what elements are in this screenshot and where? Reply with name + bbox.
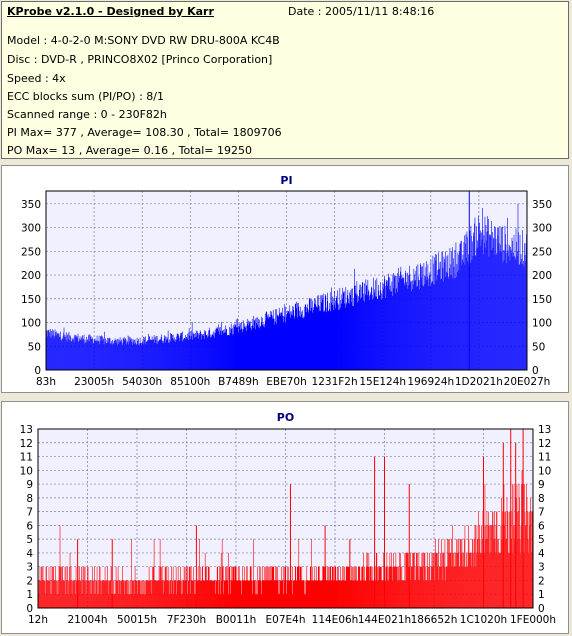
x-tick-label: 21004h	[67, 614, 107, 626]
y-tick-label-right: 0	[538, 603, 545, 615]
pi-summary-line: PI Max= 377 , Average= 108.30 , Total= 1…	[7, 126, 282, 139]
x-tick-label: 1FE000h	[510, 614, 556, 626]
y-tick-label-right: 3	[538, 562, 545, 574]
y-tick-label-left: 100	[21, 318, 41, 330]
x-tick-label: 54030h	[122, 376, 162, 388]
x-tick-label: 83h	[36, 376, 56, 388]
y-tick-label-left: 5	[26, 534, 33, 546]
x-tick-label: 50015h	[117, 614, 157, 626]
y-tick-label-right: 13	[538, 424, 551, 436]
y-tick-label-right: 1	[538, 589, 545, 601]
y-tick-label-left: 250	[21, 246, 41, 258]
y-tick-label-left: 13	[20, 424, 33, 436]
chart-title: PO	[277, 411, 294, 424]
y-tick-label-left: 300	[21, 223, 41, 235]
chart-title: PI	[280, 174, 292, 187]
po-summary-line: PO Max= 13 , Average= 0.16 , Total= 1925…	[7, 144, 252, 157]
disc-line: Disc : DVD-R , PRINCO8X02 [Princo Corpor…	[7, 53, 273, 66]
y-tick-label-right: 350	[532, 199, 552, 211]
y-tick-label-left: 6	[26, 520, 33, 532]
y-tick-label-left: 7	[26, 507, 33, 519]
y-tick-label-left: 8	[26, 493, 33, 505]
app-title: KProbe v2.1.0 - Designed by Karr	[7, 5, 214, 18]
x-tick-label: 1231F2h	[312, 376, 358, 388]
y-tick-label-left: 11	[20, 452, 33, 464]
pi-chart-panel: PI 0 0 50 50 100 100 150 150 200 200 250 250 300 300 35…	[1, 165, 569, 393]
x-tick-label: 1C1020h	[460, 614, 507, 626]
y-tick-label-left: 50	[28, 341, 41, 353]
y-tick-label-left: 1	[26, 589, 33, 601]
x-tick-label: 7F230h	[167, 614, 206, 626]
y-tick-label-right: 300	[532, 223, 552, 235]
y-tick-label-right: 50	[532, 341, 545, 353]
speed-line: Speed : 4x	[7, 72, 66, 85]
plot-frame	[37, 428, 534, 609]
y-tick-label-right: 6	[538, 520, 545, 532]
disc-info-panel: KProbe v2.1.0 - Designed by Karr Date : …	[1, 1, 569, 159]
x-tick-label: 23005h	[74, 376, 114, 388]
y-tick-label-left: 12	[20, 438, 33, 450]
x-tick-label: E07E4h	[266, 614, 306, 626]
x-tick-label: 15E124h	[359, 376, 406, 388]
y-tick-label-right: 10	[538, 465, 551, 477]
x-tick-label: 20E027h	[504, 376, 551, 388]
data-bars	[37, 429, 534, 608]
pi-chart: PI 0 0 50 50 100 100 150 150 200 200 250 250 300 300 35…	[21, 174, 552, 388]
x-tick-label: 85100h	[170, 376, 210, 388]
y-tick-label-left: 0	[34, 365, 41, 377]
y-tick-label-right: 250	[532, 246, 552, 258]
y-tick-label-left: 2	[26, 575, 33, 587]
y-tick-label-right: 0	[532, 365, 539, 377]
y-tick-label-left: 0	[26, 603, 33, 615]
data-bars	[45, 191, 528, 370]
x-tick-label: EBE70h	[266, 376, 307, 388]
y-tick-label-right: 4	[538, 548, 545, 560]
y-tick-label-right: 150	[532, 294, 552, 306]
y-tick-label-right: 7	[538, 507, 545, 519]
y-tick-label-right: 12	[538, 438, 551, 450]
x-tick-label: B0011h	[216, 614, 257, 626]
ecc-line: ECC blocks sum (PI/PO) : 8/1	[7, 90, 164, 103]
plot-frame	[45, 190, 528, 371]
x-tick-label: 12h	[28, 614, 48, 626]
y-tick-label-right: 5	[538, 534, 545, 546]
range-line: Scanned range : 0 - 230F82h	[7, 108, 167, 121]
po-chart-panel: PO 0 0 1 1 2 2 3 3 4 4 5 5 6 6 7 7 8 8 9 9 10 10 11 11 12 12 13 13 12…	[1, 401, 569, 634]
x-tick-label: B7489h	[218, 376, 259, 388]
x-tick-label: 144E021h	[358, 614, 411, 626]
x-tick-label: 186652h	[411, 614, 458, 626]
y-tick-label-left: 150	[21, 294, 41, 306]
y-tick-label-left: 200	[21, 270, 41, 282]
y-tick-label-right: 2	[538, 575, 545, 587]
y-tick-label-right: 9	[538, 479, 545, 491]
y-tick-label-left: 3	[26, 562, 33, 574]
y-tick-label-right: 100	[532, 318, 552, 330]
y-tick-label-right: 11	[538, 452, 551, 464]
y-tick-label-right: 200	[532, 270, 552, 282]
y-tick-label-left: 4	[26, 548, 33, 560]
scan-date: Date : 2005/11/11 8:48:16	[288, 5, 435, 18]
x-tick-label: 1D2021h	[455, 376, 503, 388]
y-tick-label-left: 9	[26, 479, 33, 491]
x-tick-label: 196924h	[407, 376, 454, 388]
x-tick-label: 114E06h	[312, 614, 359, 626]
y-tick-label-left: 350	[21, 199, 41, 211]
y-tick-label-left: 10	[20, 465, 33, 477]
model-line: Model : 4-0-2-0 M:SONY DVD RW DRU-800A K…	[7, 34, 280, 47]
y-tick-label-right: 8	[538, 493, 545, 505]
